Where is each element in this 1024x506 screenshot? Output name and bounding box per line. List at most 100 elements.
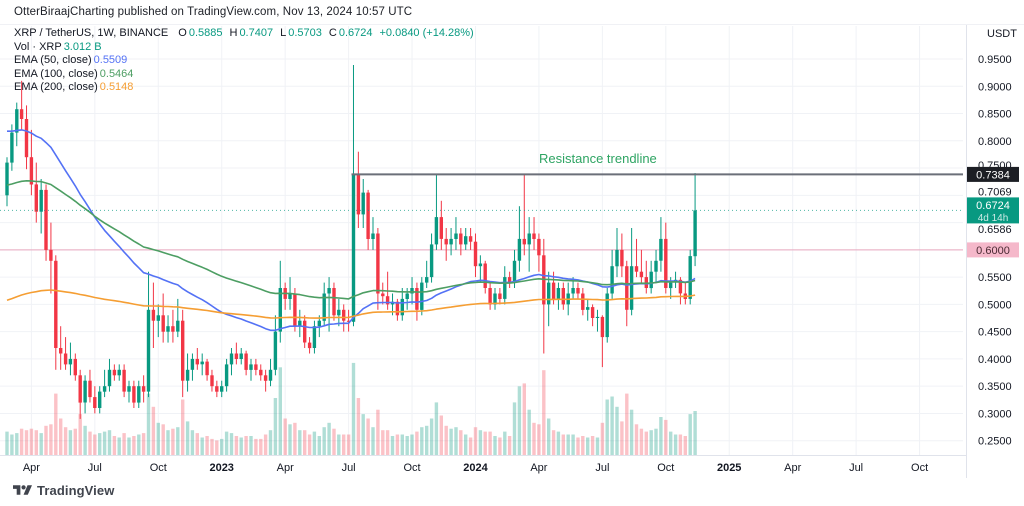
volume-bar (137, 434, 141, 455)
date-tick-label: 2025 (717, 462, 741, 474)
candle-body (288, 293, 292, 299)
volume-bar (620, 421, 624, 455)
candle-body (385, 296, 390, 305)
candle-body (629, 266, 634, 310)
ema200-value: 0.5148 (99, 81, 134, 94)
axis-currency-label: USDT (987, 28, 1017, 40)
date-axis[interactable]: Apr Jul Oct 2023 Apr Jul Oct 2024 Apr Jul Oct 2025 A… (23, 462, 928, 474)
candle-body (166, 326, 170, 332)
candle-body (639, 271, 644, 278)
volume-bar (112, 436, 117, 455)
date-tick-label: Oct (403, 462, 420, 474)
candle-body (537, 238, 541, 256)
candle-body (439, 217, 443, 239)
candle-body (88, 380, 92, 398)
ema200-label[interactable]: EMA (200, close) (14, 81, 98, 94)
volume-bar (522, 383, 526, 455)
volume-bar (132, 436, 136, 455)
volume-bar (117, 437, 121, 455)
candle-body (468, 236, 473, 242)
volume-bar (376, 409, 380, 455)
volume-bar (498, 437, 502, 455)
candle-body (54, 260, 58, 348)
candle-body (590, 307, 595, 318)
price-badge-0.6000: 0.6000 (967, 242, 1019, 258)
volume-bar (425, 425, 429, 455)
volume-bar (268, 430, 273, 455)
date-tick-label: 2024 (463, 462, 488, 474)
svg-text:0.7384: 0.7384 (976, 169, 1010, 181)
candle-body (532, 233, 536, 239)
ema-50-line (7, 129, 696, 332)
candle-body (220, 386, 224, 392)
candle-body (122, 369, 126, 392)
volume-bar (332, 428, 336, 455)
price-tick-label: 0.3500 (978, 381, 1012, 393)
ema50-label[interactable]: EMA (50, close) (14, 54, 92, 67)
price-axis[interactable]: USDT0.95000.90000.85000.80000.75000.7069… (967, 28, 1019, 448)
volume-bar (195, 433, 199, 455)
volume-bar (93, 434, 97, 455)
candle-body (24, 119, 29, 158)
date-tick-label: Oct (911, 462, 928, 474)
volume-label[interactable]: Vol · XRP (14, 40, 62, 53)
price-tick-label: 0.5000 (978, 299, 1012, 311)
candle-body (420, 282, 424, 310)
volume-bar (673, 434, 678, 455)
candle-body (5, 162, 9, 196)
volume-bar (151, 406, 156, 455)
candle-body (600, 316, 605, 338)
resistance-trendline-label[interactable]: Resistance trendline (539, 151, 657, 166)
candle-body (581, 293, 585, 310)
volume-bar (161, 424, 165, 455)
date-tick-label: Oct (657, 462, 674, 474)
candle-body (68, 358, 73, 365)
close-value: C 0.6724 (328, 27, 373, 39)
volume-bar (44, 425, 48, 455)
svg-text:0.6000: 0.6000 (976, 245, 1010, 257)
price-tick-label: 0.6586 (978, 224, 1012, 236)
volume-bar (181, 399, 185, 455)
volume-bar (605, 399, 609, 455)
volume-bar (68, 430, 73, 455)
svg-text:0.6724: 0.6724 (976, 200, 1010, 212)
volume-bar (49, 424, 53, 455)
candle-body (278, 288, 282, 332)
candle-body (405, 293, 409, 299)
candle-body (551, 282, 556, 299)
symbol-title[interactable]: XRP / TetherUS, 1W, BINANCE (14, 27, 169, 39)
volume-bar (327, 422, 331, 455)
volume-bar (263, 434, 268, 455)
candle-body (263, 375, 268, 381)
price-tick-label: 0.4000 (978, 354, 1012, 366)
volume-bar (176, 427, 180, 455)
candle-body (215, 386, 219, 392)
candle-body (400, 298, 404, 316)
symbol-row: XRP / TetherUS, 1W, BINANCE O 0.5885 H 0.7… (14, 27, 474, 41)
volume-bar (385, 430, 390, 455)
volume-bar (556, 431, 561, 455)
candle-body (434, 217, 439, 245)
candle-body (78, 375, 82, 403)
volume-bar (371, 427, 375, 455)
candle-body (171, 326, 175, 332)
volume-bar (644, 431, 648, 455)
volume-bar (639, 428, 644, 455)
ema100-label[interactable]: EMA (100, close) (14, 67, 98, 80)
date-tick-label: Apr (23, 462, 40, 474)
candle-body (669, 282, 673, 289)
tradingview-logo[interactable]: TradingView (13, 483, 114, 498)
candle-body (156, 315, 160, 321)
candle-body (249, 364, 253, 370)
price-tick-label: 0.3000 (978, 408, 1012, 420)
candle-body (141, 386, 146, 392)
candle-body (39, 189, 43, 212)
date-tick-label: Jul (88, 462, 102, 474)
volume-bar (63, 427, 68, 455)
price-tick-label: 0.5500 (978, 272, 1012, 284)
volume-bar (654, 428, 658, 455)
volume-bar (688, 414, 692, 455)
